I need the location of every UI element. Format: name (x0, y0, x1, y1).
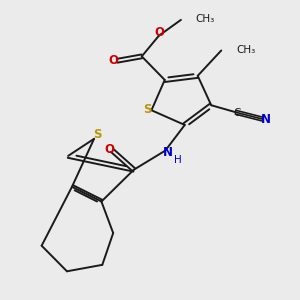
Text: S: S (93, 128, 102, 141)
Text: H: H (174, 155, 182, 165)
Text: CH₃: CH₃ (236, 45, 255, 55)
Text: O: O (104, 142, 114, 156)
Text: CH₃: CH₃ (196, 14, 215, 24)
Text: N: N (261, 113, 271, 126)
Text: N: N (163, 146, 173, 159)
Text: O: O (109, 54, 118, 67)
Text: C: C (233, 108, 240, 118)
Text: S: S (143, 103, 151, 116)
Text: O: O (154, 26, 164, 39)
